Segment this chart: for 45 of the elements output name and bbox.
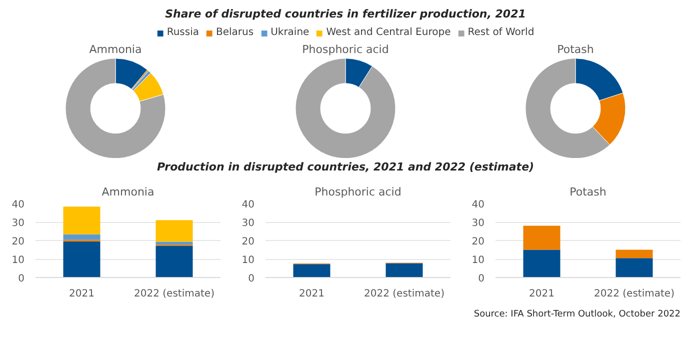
- bar: [616, 258, 653, 278]
- y-tick-label: 30: [12, 218, 25, 229]
- y-tick-label: 40: [472, 200, 485, 210]
- source-note: Source: IFA Short-Term Outlook, October 2022: [474, 310, 681, 320]
- y-tick-label: 0: [18, 274, 25, 284]
- y-tick-label: 20: [242, 236, 255, 248]
- bar: [616, 250, 653, 258]
- x-tick-label: 2022 (estimate): [364, 288, 445, 300]
- chart-subtitle: Ammonia: [102, 186, 154, 198]
- y-tick-label: 10: [242, 255, 255, 266]
- x-tick-label: 2022 (estimate): [134, 288, 215, 300]
- y-tick-label: 0: [478, 274, 485, 284]
- y-tick-label: 20: [12, 236, 25, 248]
- text: Ammonia: [89, 42, 142, 56]
- y-tick-label: 10: [12, 255, 25, 266]
- y-tick-label: 20: [472, 236, 485, 248]
- x-tick-label: 2021: [299, 288, 324, 300]
- y-tick-label: 40: [12, 200, 25, 210]
- legend-label: Rest of World: [468, 27, 534, 38]
- bar: [63, 206, 100, 234]
- y-tick-label: 30: [472, 218, 485, 229]
- x-tick-label: 2022 (estimate): [594, 288, 675, 300]
- legend-label: Ukraine: [270, 27, 310, 38]
- bar: [156, 246, 193, 278]
- chart-title: Share of disrupted countries in fertilizer production, 2021: [165, 8, 526, 20]
- bar: [63, 234, 100, 240]
- y-tick-label: 40: [242, 200, 255, 210]
- chart-subtitle: Phosphoric acid: [314, 186, 402, 198]
- text: Production in disrupted countries, 2021 and 2022 (estimate): [156, 160, 534, 174]
- chart-subtitle: Potash: [557, 42, 594, 56]
- y-tick-label: 30: [242, 218, 255, 229]
- legend-label: Belarus: [216, 27, 254, 38]
- bar: [523, 226, 560, 250]
- bar: [523, 250, 560, 278]
- y-tick-label: 0: [248, 274, 255, 284]
- bar: [156, 242, 193, 245]
- y-tick-label: 10: [472, 255, 485, 266]
- legend-label: West and Central Europe: [326, 27, 451, 38]
- legend-label: Russia: [166, 27, 200, 38]
- chart-subtitle: Potash: [570, 186, 606, 198]
- x-tick-label: 2021: [529, 288, 554, 300]
- bar: [156, 220, 193, 242]
- bar: [63, 241, 100, 278]
- chart-subtitle: Phosphoric acid: [302, 42, 389, 56]
- x-tick-label: 2021: [69, 288, 94, 300]
